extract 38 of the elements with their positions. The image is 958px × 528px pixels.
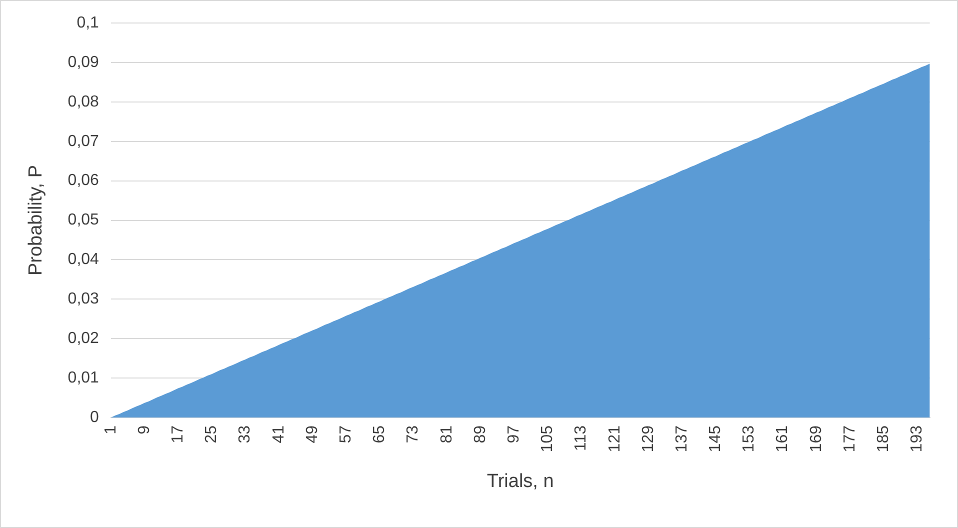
x-tick-label: 33 (236, 425, 254, 444)
y-tick-label: 0,03 (68, 290, 100, 308)
x-tick-label: 105 (539, 425, 556, 452)
y-tick-label: 0,02 (68, 330, 100, 348)
x-tick-label: 177 (841, 425, 858, 452)
y-axis-title: Probability, P (26, 164, 47, 276)
x-tick-label: 73 (404, 425, 422, 444)
y-tick-label: 0,05 (68, 212, 100, 229)
x-tick-label: 193 (908, 425, 926, 452)
y-tick-label: 0,04 (68, 251, 100, 268)
x-tick-label: 145 (707, 425, 724, 452)
y-tick-label: 0,1 (76, 14, 100, 32)
x-tick-label: 153 (740, 425, 758, 452)
x-tick-label: 169 (808, 425, 825, 452)
x-tick-label: 113 (572, 425, 590, 452)
y-tick-label: 0,06 (68, 172, 100, 190)
y-tick-label: 0,08 (68, 93, 100, 110)
x-tick-label: 89 (472, 425, 489, 444)
x-tick-label: 185 (875, 425, 892, 452)
x-tick-label: 9 (136, 425, 153, 434)
x-tick-label: 25 (203, 425, 220, 444)
x-tick-label: 81 (438, 425, 456, 444)
y-tick-label: 0 (90, 408, 100, 426)
x-tick-label: 137 (673, 425, 690, 452)
x-tick-label: 65 (371, 425, 388, 444)
x-tick-label: 57 (338, 425, 355, 444)
x-tick-label: 17 (170, 425, 187, 444)
y-tick-label: 0,07 (68, 132, 100, 150)
x-tick-label: 41 (270, 425, 288, 444)
y-tick-label: 0,09 (68, 54, 100, 71)
x-tick-label: 129 (640, 425, 657, 452)
x-tick-label: 161 (774, 425, 792, 452)
x-tick-label: 1 (102, 425, 120, 434)
x-tick-label: 121 (606, 425, 624, 452)
x-tick-label: 49 (304, 425, 321, 444)
x-axis-title: Trials, n (486, 470, 554, 492)
x-tick-label: 97 (505, 425, 522, 444)
y-tick-label: 0,01 (68, 369, 100, 386)
